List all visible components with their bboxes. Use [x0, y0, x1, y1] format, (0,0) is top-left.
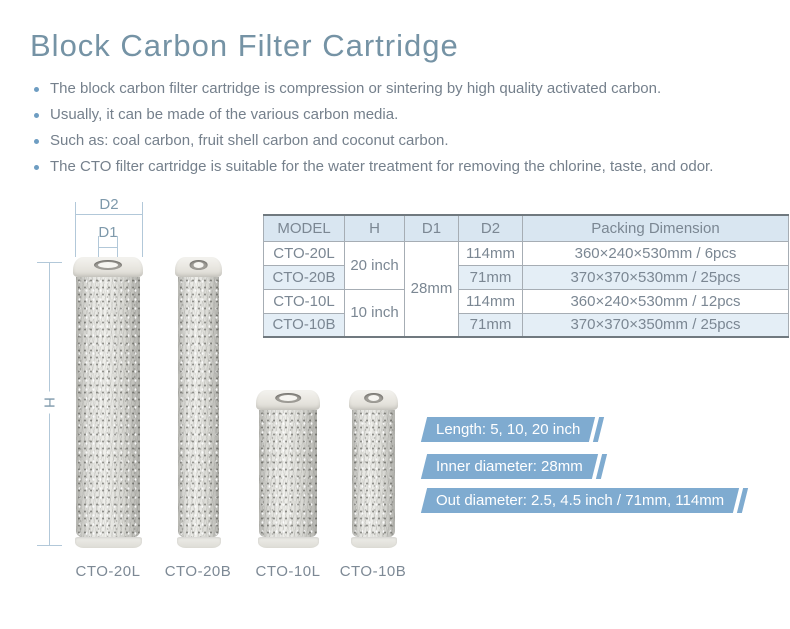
d2-tick-right [142, 202, 143, 257]
h-tick-top [37, 262, 62, 263]
cartridge-caption-cto-20l: CTO-20L [75, 563, 141, 580]
cartridge-cap [349, 390, 398, 410]
feature-bullet-list: The block carbon filter cartridge is com… [32, 76, 777, 180]
cell-packing: 370×370×530mm / 25pcs [522, 264, 789, 290]
d2-dimension-line [75, 214, 143, 215]
cartridge-hole [275, 393, 301, 403]
d1-dimension-line [98, 247, 118, 248]
col-header-packing: Packing Dimension [522, 214, 789, 242]
spec-table: MODEL H D1 D2 Packing Dimension CTO-20L … [263, 214, 789, 338]
bullet-dot-icon [34, 113, 39, 118]
d1-tick-right [117, 236, 118, 257]
cartridge-caption-cto-10b: CTO-10B [339, 563, 407, 580]
table-row: CTO-10B 71mm 370×370×350mm / 25pcs [263, 312, 789, 338]
bullet-item: Such as: coal carbon, fruit shell carbon… [32, 128, 777, 154]
cartridge-base [257, 537, 319, 548]
filter-cartridge-cto-20b [175, 257, 222, 548]
cartridge-cap [73, 257, 143, 277]
table-row: CTO-20L 20 inch 28mm 114mm 360×240×530mm… [263, 240, 789, 338]
cartridge-caption-cto-10l: CTO-10L [255, 563, 321, 580]
h-tick-bottom [37, 545, 62, 546]
cartridge-caption-cto-20b: CTO-20B [164, 563, 232, 580]
col-header-h: H [344, 214, 405, 242]
d1-tick-left [98, 236, 99, 257]
filter-cartridge-cto-10b [349, 390, 398, 548]
bullet-text: Usually, it can be made of the various c… [50, 106, 399, 123]
bullet-dot-icon [34, 165, 39, 170]
col-header-model: MODEL [263, 214, 345, 242]
filter-cartridge-cto-10l [256, 390, 320, 548]
cartridge-body [76, 277, 140, 537]
cartridge-hole [189, 260, 208, 270]
filter-cartridge-cto-20l [73, 257, 143, 548]
cartridge-base [176, 537, 221, 548]
cell-d2: 71mm [458, 312, 523, 338]
cartridge-hole-inner [367, 395, 380, 401]
spec-table-header-row: MODEL H D1 D2 Packing Dimension [263, 214, 789, 242]
cell-model: CTO-20B [263, 264, 345, 290]
cartridge-cap [256, 390, 320, 410]
cell-model: CTO-10L [263, 288, 345, 314]
col-header-d2: D2 [458, 214, 523, 242]
table-row: CTO-10L 10 inch 114mm 360×240×530mm / 12… [263, 288, 789, 338]
d1-dimension-label: D1 [98, 224, 118, 241]
bullet-text: The block carbon filter cartridge is com… [50, 80, 662, 97]
cell-d2: 114mm [458, 288, 523, 314]
cartridge-hole-inner [98, 262, 118, 268]
cell-model: CTO-10B [263, 312, 345, 338]
d2-dimension-label: D2 [99, 196, 119, 213]
length-badge: Length: 5, 10, 20 inch [424, 417, 592, 442]
cartridge-base [74, 537, 142, 548]
table-row: CTO-20B 71mm 370×370×530mm / 25pcs [263, 264, 789, 290]
bullet-dot-icon [34, 139, 39, 144]
cartridge-cap [175, 257, 222, 277]
cell-h-10: 10 inch [344, 288, 405, 338]
d2-tick-left [75, 202, 76, 257]
bullet-item: Usually, it can be made of the various c… [32, 102, 777, 128]
bullet-text: Such as: coal carbon, fruit shell carbon… [50, 132, 449, 149]
cell-h-20: 20 inch [344, 240, 405, 290]
cartridge-hole [363, 393, 384, 403]
cell-packing: 360×240×530mm / 6pcs [522, 240, 789, 266]
cartridge-body [352, 410, 395, 537]
cartridge-hole-inner [193, 262, 204, 268]
cartridge-body [178, 277, 219, 537]
bullet-item: The block carbon filter cartridge is com… [32, 76, 777, 102]
bullet-item: The CTO filter cartridge is suitable for… [32, 154, 777, 180]
h-dimension-label: H [38, 391, 60, 414]
col-header-d1: D1 [404, 214, 459, 242]
page-title: Block Carbon Filter Cartridge [30, 28, 459, 63]
bullet-text: The CTO filter cartridge is suitable for… [50, 158, 714, 175]
cartridge-base [350, 537, 397, 548]
cell-d2: 71mm [458, 264, 523, 290]
cell-packing: 360×240×530mm / 12pcs [522, 288, 789, 314]
out-diameter-badge: Out diameter: 2.5, 4.5 inch / 71mm, 114m… [424, 488, 736, 513]
cell-d2: 114mm [458, 240, 523, 266]
cartridge-hole [94, 260, 122, 270]
cell-model: CTO-20L [263, 240, 345, 266]
cell-d1-shared: 28mm [404, 240, 459, 338]
cell-packing: 370×370×350mm / 25pcs [522, 312, 789, 338]
cartridge-hole-inner [279, 395, 297, 401]
cartridge-body [259, 410, 317, 537]
inner-diameter-badge: Inner diameter: 28mm [424, 454, 595, 479]
bullet-dot-icon [34, 87, 39, 92]
